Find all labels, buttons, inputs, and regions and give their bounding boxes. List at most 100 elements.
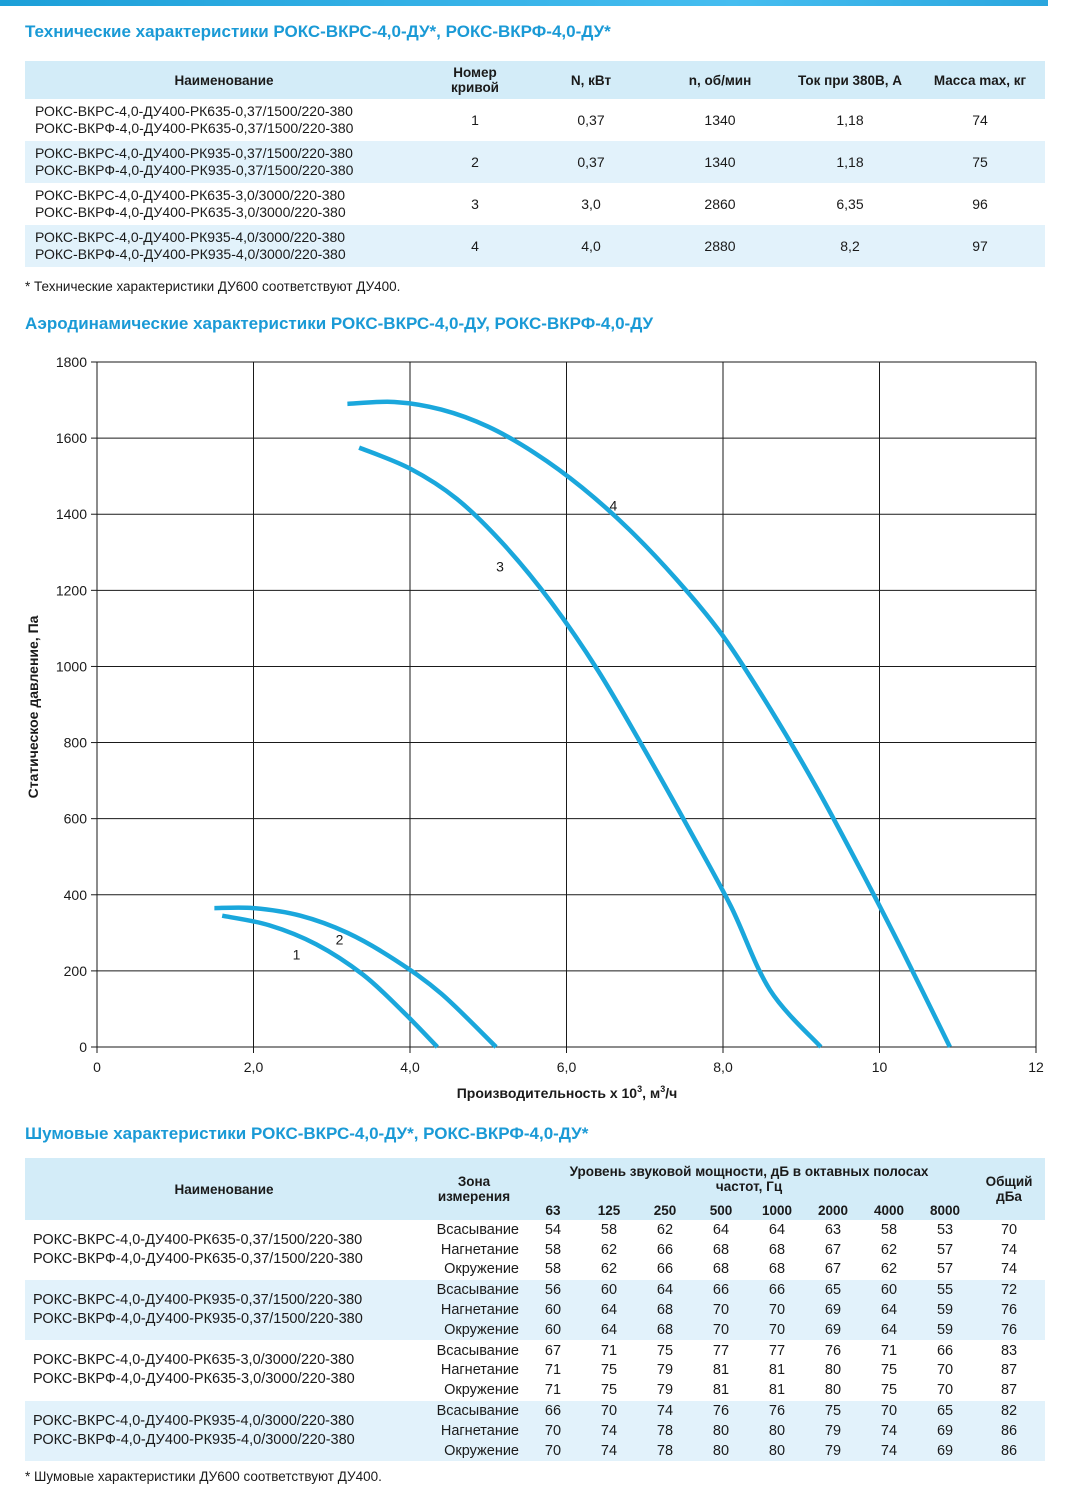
x-tick-label: 8,0 (713, 1059, 733, 1075)
noise-cell-value: 78 (637, 1440, 693, 1461)
spec-header-rpm: n, об/мин (655, 61, 785, 99)
noise-cell-value: 65 (917, 1400, 974, 1421)
spec-cell-curve: 2 (423, 141, 527, 183)
noise-cell-value: 70 (525, 1440, 581, 1461)
aero-section-title: Аэродинамические характеристики РОКС-ВКР… (25, 314, 654, 333)
noise-row: РОКС-ВКРС-4,0-ДУ400-РК635-0,37/1500/220-… (25, 1220, 1045, 1267)
noise-cell-value: 69 (917, 1440, 974, 1461)
noise-cell-value: 79 (805, 1420, 861, 1441)
noise-cell-zone: Окружение (423, 1440, 525, 1461)
spec-cell-mass: 96 (972, 196, 988, 212)
curve-4 (347, 399, 952, 1048)
spec-cell-curve: 1 (471, 112, 479, 128)
noise-cell-total: 72 (973, 1279, 1046, 1301)
noise-cell-value: 62 (600, 1261, 618, 1278)
chart-ticks: 0 2,0 4,0 6,0 8,0 10 1202004006008001000120014… (56, 354, 1044, 1075)
noise-cell-total: 87 (1000, 1382, 1018, 1399)
noise-header-freq: 4000 (861, 1200, 917, 1220)
spec-cell-power: 4,0 (527, 225, 655, 267)
noise-cell-value: 64 (712, 1221, 730, 1238)
noise-cell-value: 68 (712, 1241, 730, 1258)
noise-cell-value: 80 (749, 1440, 805, 1461)
noise-row: Окружение 60 64 68 70 70 69 64 59 76 (25, 1319, 1046, 1341)
spec-row: РОКС-ВКРС-4,0-ДУ400-РК935-4,0/3000/220-3… (25, 225, 1045, 267)
noise-cell-value: 71 (861, 1339, 917, 1361)
spec-cell-current: 1,18 (785, 141, 915, 183)
chart-series (214, 399, 952, 1049)
noise-cell-value: 74 (581, 1440, 637, 1461)
noise-header-freq: 2000 (805, 1200, 861, 1220)
noise-cell-value: 62 (656, 1221, 674, 1238)
noise-header-freq: 1000 (749, 1200, 805, 1220)
spec-cell-power: 3,0 (581, 196, 601, 212)
curve-3 (358, 445, 823, 1049)
noise-row: Нагнетание 60 64 68 70 70 69 64 59 76 (25, 1300, 1046, 1320)
spec-header-current: Ток при 380В, А (785, 61, 915, 99)
y-tick-label: 200 (64, 963, 88, 979)
y-tick-label: 1200 (56, 582, 87, 598)
noise-cell-value: 68 (637, 1300, 693, 1320)
noise-footnote: * Шумовые характеристики ДУ600 соответст… (25, 1469, 382, 1484)
noise-header-level: Уровень звуковой мощности, дБ в октавных… (525, 1158, 974, 1200)
spec-cell-name: РОКС-ВКРС-4,0-ДУ400-РК635-3,0/3000/220-3… (35, 187, 346, 220)
noise-cell-value: 53 (936, 1221, 954, 1238)
spec-cell-current: 8,2 (785, 225, 915, 267)
noise-cell-value: 75 (880, 1362, 898, 1379)
noise-header-name: Наименование (25, 1158, 423, 1220)
x-tick-label: 6,0 (557, 1059, 577, 1075)
noise-cell-value: 57 (936, 1261, 954, 1278)
noise-cell-total: 87 (1000, 1362, 1018, 1379)
spec-cell-curve: 4 (423, 225, 527, 267)
noise-cell-value: 75 (880, 1382, 898, 1399)
noise-cell-zone: Нагнетание (423, 1420, 525, 1441)
noise-cell-total: 76 (973, 1319, 1046, 1341)
noise-cell-value: 74 (861, 1440, 917, 1461)
spec-cell-name: РОКС-ВКРС-4,0-ДУ400-РК635-0,37/1500/220-… (35, 103, 354, 136)
chart-grid (96, 361, 1037, 1048)
noise-cell-value: 64 (637, 1279, 693, 1301)
noise-cell-value: 74 (637, 1400, 693, 1421)
noise-cell-value: 60 (525, 1300, 581, 1320)
noise-cell-total: 83 (973, 1339, 1046, 1361)
spec-cell-name: РОКС-ВКРС-4,0-ДУ400-РК935-0,37/1500/220-… (25, 141, 423, 183)
spec-header-mass: Масса max, кг (915, 61, 1045, 99)
noise-header-freq: 63 (525, 1200, 581, 1220)
noise-cell-value: 79 (656, 1362, 674, 1379)
spec-cell-rpm: 1340 (655, 141, 785, 183)
noise-cell-value: 75 (637, 1339, 693, 1361)
spec-header-name: Наименование (25, 61, 423, 99)
noise-cell-value: 64 (581, 1300, 637, 1320)
noise-cell-name: РОКС-ВКРС-4,0-ДУ400-РК935-4,0/3000/220-3… (25, 1400, 423, 1461)
noise-cell-name: РОКС-ВКРС-4,0-ДУ400-РК635-0,37/1500/220-… (33, 1231, 363, 1267)
chart-series-labels: 1 2 3 4 (293, 497, 618, 962)
noise-cell-value: 66 (656, 1261, 674, 1278)
noise-cell-value: 64 (768, 1221, 786, 1238)
noise-cell-value: 76 (805, 1339, 861, 1361)
noise-header-freq: 8000 (917, 1200, 974, 1220)
curve-label-2: 2 (336, 931, 344, 947)
noise-cell-zone: Нагнетание (440, 1362, 519, 1379)
noise-cell-value: 69 (805, 1319, 861, 1341)
curve-1 (221, 913, 439, 1049)
spec-cell-mass: 97 (915, 225, 1045, 267)
noise-cell-value: 58 (544, 1241, 562, 1258)
noise-cell-value: 79 (656, 1382, 674, 1399)
noise-row: Окружение 70 74 78 80 80 79 74 69 86 (25, 1440, 1046, 1461)
noise-row: Нагнетание 70 74 78 80 80 79 74 69 86 (25, 1420, 1046, 1441)
noise-cell-name: РОКС-ВКРС-4,0-ДУ400-РК635-3,0/3000/220-3… (25, 1339, 423, 1401)
chart-y-axis-label: Статическое давление, Па (25, 615, 41, 798)
spec-cell-curve: 3 (471, 196, 479, 212)
spec-cell-rpm: 2860 (704, 196, 736, 212)
noise-cell-value: 70 (749, 1319, 805, 1341)
noise-cell-zone: Нагнетание (440, 1241, 519, 1258)
spec-header-curve: Номер кривой (423, 61, 527, 99)
noise-cell-value: 60 (581, 1279, 637, 1301)
noise-cell-zone: Окружение (444, 1382, 519, 1399)
noise-cell-value: 78 (637, 1420, 693, 1441)
noise-cell-value: 81 (712, 1382, 730, 1399)
noise-cell-value: 70 (525, 1420, 581, 1441)
noise-cell-value: 59 (917, 1300, 974, 1320)
noise-cell-total: 74 (1000, 1241, 1018, 1258)
spec-cell-current: 6,35 (836, 196, 864, 212)
noise-cell-value: 66 (749, 1279, 805, 1301)
